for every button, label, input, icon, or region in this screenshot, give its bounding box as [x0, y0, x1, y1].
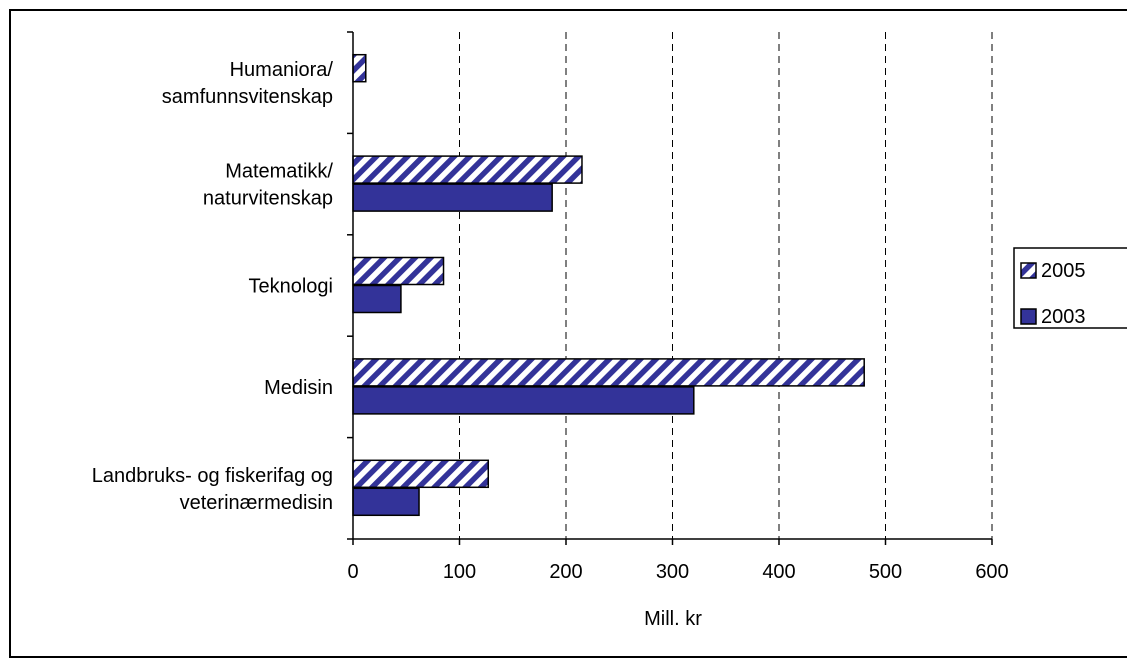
bars: [352, 53, 865, 517]
category-label: Teknologi: [248, 276, 333, 298]
legend-label-2003: 2003: [1041, 306, 1086, 328]
category-label-line: Humaniora/: [230, 59, 334, 81]
category-label: Matematikk/naturvitenskap: [203, 161, 334, 210]
bar-2003: [352, 183, 553, 212]
bar-2003: [352, 284, 402, 314]
bar-2005: [352, 256, 445, 286]
category-label-line: Landbruks- og fiskerifag og: [92, 465, 333, 487]
category-label-line: Teknologi: [248, 276, 333, 298]
chart-frame: [9, 9, 1127, 658]
category-label: Medisin: [264, 377, 333, 399]
x-axis-label: Mill. kr: [644, 608, 702, 630]
legend: 2005 2003: [1013, 247, 1127, 329]
category-label-line: Medisin: [264, 377, 333, 399]
axes: [347, 31, 993, 545]
x-tick-label: 200: [549, 561, 582, 583]
x-tick-label: 300: [656, 561, 689, 583]
x-tick-label: 500: [869, 561, 902, 583]
legend-swatch-2005: [1020, 262, 1037, 279]
category-label: Humaniora/samfunnsvitenskap: [162, 59, 334, 108]
x-tick-labels: 0 100 200 300 400 500 600: [347, 561, 1008, 583]
bar-2003: [352, 386, 695, 415]
category-labels: Humaniora/samfunnsvitenskap Matematikk/na…: [92, 59, 334, 514]
category-label-line: samfunnsvitenskap: [162, 86, 333, 108]
x-tick-label: 100: [443, 561, 476, 583]
category-label-line: naturvitenskap: [203, 188, 333, 210]
x-tick-label: 600: [975, 561, 1008, 583]
bar-2005: [352, 53, 367, 83]
bar-2005: [352, 459, 490, 489]
x-tick-label: 400: [762, 561, 795, 583]
category-label: Landbruks- og fiskerifag og veterinærmedi…: [92, 465, 333, 514]
bar-2005: [352, 358, 865, 387]
x-tick-label: 0: [347, 561, 358, 583]
bar-2003: [352, 487, 420, 517]
category-label-line: veterinærmedisin: [180, 492, 333, 514]
bar-2005: [352, 155, 583, 184]
legend-label-2005: 2005: [1041, 260, 1086, 282]
category-label-line: Matematikk/: [225, 161, 333, 183]
grid-lines: [459, 32, 993, 539]
legend-swatch-2003: [1020, 308, 1037, 325]
